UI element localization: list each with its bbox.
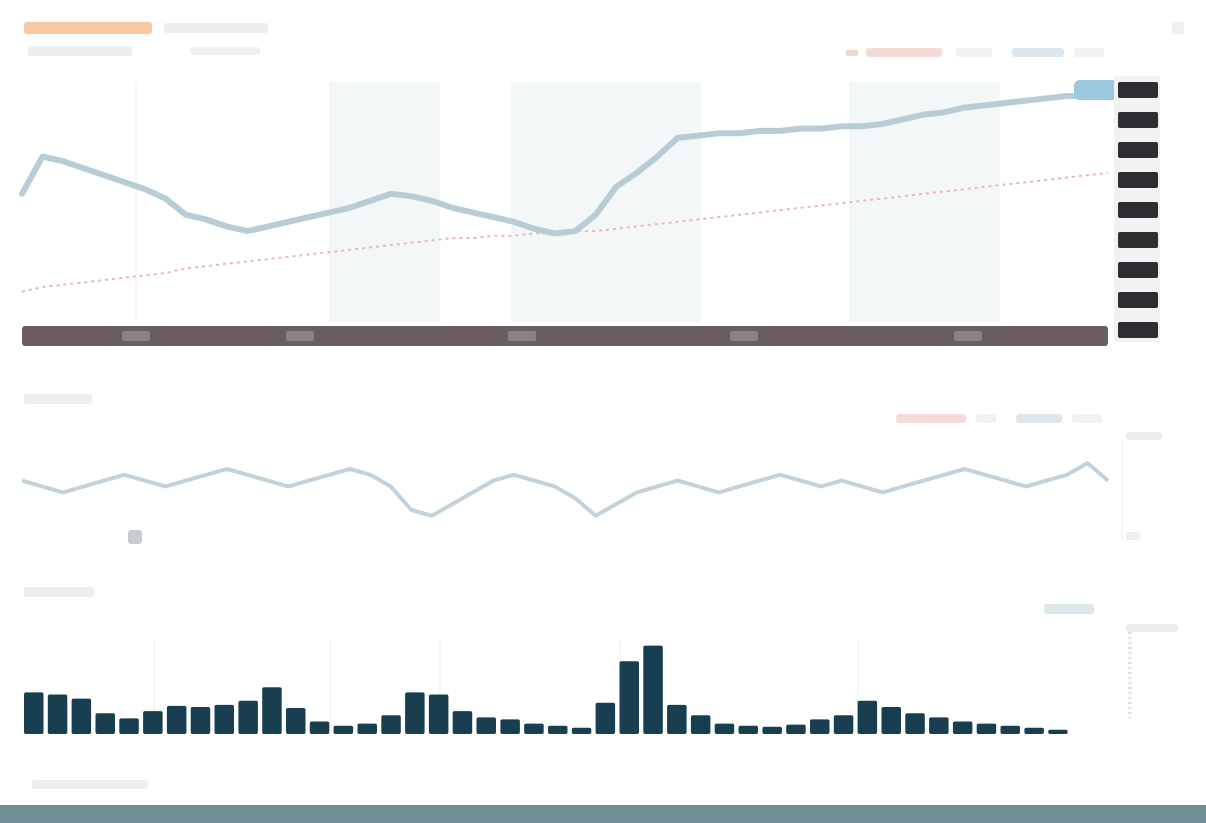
volume-bar <box>143 711 163 734</box>
volume-bar <box>595 702 616 734</box>
volume-bar <box>810 719 830 734</box>
volume-bar <box>762 726 782 734</box>
volume-bar <box>119 718 139 734</box>
indicator-panel <box>21 394 1162 544</box>
indicator-title-placeholder <box>24 394 92 404</box>
volume-bar <box>24 692 44 734</box>
volume-bar <box>500 719 520 734</box>
volume-bar <box>667 704 687 734</box>
subtitle-label-placeholder <box>28 46 132 56</box>
indicator-marker <box>128 530 142 544</box>
last-price-highlight <box>1074 80 1124 100</box>
volume-bars <box>24 645 1068 734</box>
date-axis-tick-label <box>730 331 758 341</box>
volume-bar <box>833 715 854 734</box>
price-line <box>19 90 1111 237</box>
info-label-placeholder <box>190 47 260 55</box>
indicator-legend-value <box>1072 414 1102 423</box>
date-axis-tick-label <box>122 331 150 341</box>
date-axis-bar <box>22 326 1108 346</box>
price-band <box>330 82 440 322</box>
volume-bar <box>47 694 68 734</box>
volume-bar <box>571 727 592 734</box>
volume-bar <box>976 723 997 734</box>
volume-bar <box>690 715 711 734</box>
volume-bar <box>548 725 568 734</box>
volume-bar <box>333 725 354 734</box>
indicator-legend-marker <box>1016 414 1062 423</box>
volume-bar <box>309 721 330 734</box>
volume-panel <box>24 587 1178 789</box>
date-axis-tick-label <box>954 331 982 341</box>
volume-bar <box>95 713 115 734</box>
volume-bar <box>1048 729 1068 734</box>
volume-bar <box>714 723 735 734</box>
legend-marker-price <box>1012 48 1064 57</box>
volume-bar <box>786 724 806 734</box>
chart-canvas <box>19 22 1184 789</box>
close-icon[interactable] <box>1172 22 1184 34</box>
volume-legend-placeholder <box>1044 604 1094 614</box>
volume-bar <box>524 723 544 734</box>
indicator-legend-value <box>976 414 996 423</box>
volume-bar <box>214 704 234 734</box>
price-axis-tick-label <box>1118 292 1158 308</box>
volume-bar <box>381 715 401 734</box>
volume-bar <box>619 661 639 734</box>
volume-bar <box>476 717 496 734</box>
price-band <box>850 82 1000 322</box>
volume-bar <box>738 725 758 734</box>
legend-label-placeholder <box>866 48 942 57</box>
price-axis-tick-label <box>1118 172 1158 188</box>
volume-title-placeholder <box>24 587 94 597</box>
volume-bar <box>405 692 425 734</box>
volume-bar <box>929 717 949 734</box>
price-y-axis <box>1114 76 1160 342</box>
volume-axis-label-top <box>1126 624 1178 632</box>
volume-bar <box>190 707 211 734</box>
volume-bar <box>286 708 306 734</box>
price-axis-tick-label <box>1118 82 1158 98</box>
volume-bar <box>357 723 377 734</box>
price-axis-tick-label <box>1118 232 1158 248</box>
bottom-strip <box>0 805 1206 823</box>
price-axis-tick-label <box>1118 112 1158 128</box>
legend-marker-moving-average <box>846 50 858 56</box>
indicator-axis-label-bottom <box>1126 532 1140 540</box>
date-axis-tick-label <box>286 331 314 341</box>
price-grid <box>135 82 851 322</box>
indicator-axis-label-top <box>1126 432 1162 440</box>
volume-bar <box>262 687 282 734</box>
date-axis-tick-label <box>508 331 536 341</box>
price-axis-tick-label <box>1118 262 1158 278</box>
ticker-label-placeholder <box>24 22 152 34</box>
indicator-line <box>21 461 1110 518</box>
footer-label-placeholder <box>32 780 148 789</box>
date-axis-ticks <box>122 331 982 341</box>
volume-bar <box>1000 725 1020 734</box>
volume-bar <box>952 721 973 734</box>
volume-bar <box>166 705 187 734</box>
legend-value-placeholder <box>1074 48 1104 57</box>
price-axis-tick-label <box>1118 142 1158 158</box>
indicator-legend-marker <box>896 414 966 423</box>
title-label-placeholder <box>164 23 268 33</box>
volume-bar <box>452 711 473 734</box>
price-axis-tick-label <box>1118 202 1158 218</box>
volume-bar <box>643 645 663 734</box>
price-panel <box>19 22 1184 346</box>
volume-bar <box>428 694 449 734</box>
volume-bar <box>71 698 92 734</box>
price-axis-tick-label <box>1118 322 1158 338</box>
volume-bar <box>1024 727 1044 734</box>
price-legend <box>846 48 1104 57</box>
volume-bar <box>857 700 878 734</box>
volume-bar <box>905 713 925 734</box>
legend-value-placeholder <box>956 48 992 57</box>
volume-bar <box>881 707 901 734</box>
volume-bar <box>238 700 258 734</box>
